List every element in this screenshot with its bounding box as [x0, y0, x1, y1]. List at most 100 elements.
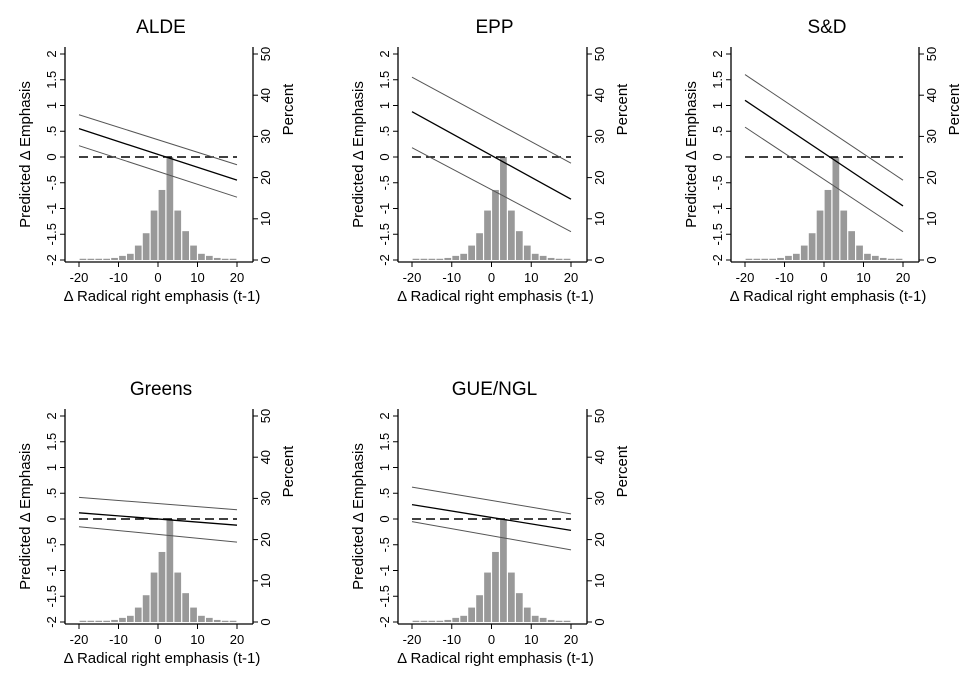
y-tick-label: -1 — [377, 565, 392, 577]
histogram-bar — [87, 258, 95, 260]
histogram-bar — [420, 258, 428, 260]
y-tick-label: -1.5 — [44, 223, 59, 245]
y2-axis-label: Percent — [614, 83, 631, 136]
histogram-bar — [460, 253, 468, 260]
y2-tick-label: 20 — [258, 170, 273, 184]
x-tick-label: -10 — [442, 270, 461, 285]
y2-tick-label: 40 — [258, 88, 273, 102]
x-tick-label: 10 — [856, 270, 870, 285]
x-tick-label: -20 — [70, 270, 89, 285]
y-tick-label: 1.5 — [377, 71, 392, 89]
x-tick-label: 20 — [564, 270, 578, 285]
y-tick-label: 0 — [377, 515, 392, 522]
histogram-bar — [508, 572, 515, 622]
histogram-bar — [87, 620, 95, 622]
histogram-bar — [547, 257, 555, 260]
y2-tick-label: 50 — [592, 47, 607, 61]
y-tick-label: 1 — [377, 102, 392, 109]
histogram-bar — [79, 258, 87, 260]
x-tick-label: 20 — [896, 270, 910, 285]
histogram-bar — [460, 615, 468, 622]
x-tick-label: 0 — [820, 270, 827, 285]
panel-title: Greens — [130, 379, 192, 400]
y-tick-label: 1 — [44, 102, 59, 109]
histogram-bar — [856, 245, 863, 260]
y-tick-label: -1 — [44, 203, 59, 215]
histogram-bar — [452, 255, 460, 260]
histogram-bar — [539, 255, 547, 260]
histogram-bar — [103, 258, 110, 260]
x-axis-label: Δ Radical right emphasis (t-1) — [64, 288, 261, 305]
x-tick-label: 0 — [154, 270, 161, 285]
histogram-bar — [452, 617, 460, 622]
y-tick-label: -1.5 — [377, 223, 392, 245]
panel-title: ALDE — [136, 17, 186, 38]
histogram-bar — [190, 607, 197, 622]
y-tick-label: -2 — [377, 616, 392, 628]
upper-bound-line — [411, 486, 572, 515]
y2-tick-label: 0 — [592, 256, 607, 263]
histogram-bar — [476, 595, 483, 622]
x-tick-label: -10 — [775, 270, 794, 285]
y-tick-label: 1.5 — [377, 433, 392, 451]
histogram-bar — [761, 258, 769, 260]
histogram-bar — [213, 619, 221, 622]
histogram-bar — [142, 233, 150, 260]
x-tick-label: 10 — [524, 632, 538, 647]
y2-tick-label: 30 — [592, 491, 607, 505]
y2-tick-label: 50 — [592, 409, 607, 423]
y-tick-label: 1 — [377, 464, 392, 471]
point-estimate-line — [411, 503, 572, 531]
histogram-bar — [777, 257, 784, 260]
histogram-bar — [198, 253, 205, 260]
y2-tick-label: 30 — [924, 129, 939, 143]
histogram-bar — [79, 620, 87, 622]
histogram-bar — [444, 619, 452, 622]
y-axis-label: Predicted Δ Emphasis — [683, 81, 700, 228]
histogram-bar — [832, 157, 840, 260]
histogram-bar — [190, 245, 197, 260]
y-tick-label: .5 — [710, 126, 725, 137]
histogram-bar — [800, 245, 808, 260]
y-tick-label: -1 — [710, 203, 725, 215]
panel-title: S&D — [807, 17, 846, 38]
histogram-bar — [872, 255, 879, 260]
x-tick-label: -20 — [403, 632, 422, 647]
y-tick-label: -1 — [377, 203, 392, 215]
histogram-bar — [150, 572, 158, 622]
y-tick-label: -.5 — [377, 537, 392, 552]
y2-axis-label: Percent — [280, 445, 297, 498]
upper-bound-line — [78, 496, 238, 511]
y2-tick-label: 0 — [592, 618, 607, 625]
y-tick-label: 0 — [377, 153, 392, 160]
y-tick-label: -1.5 — [710, 223, 725, 245]
y2-tick-label: 20 — [924, 170, 939, 184]
y-tick-label: 1.5 — [710, 71, 725, 89]
y2-tick-label: 10 — [592, 212, 607, 226]
y-tick-label: -2 — [44, 616, 59, 628]
y2-tick-label: 40 — [924, 88, 939, 102]
histogram-bar — [166, 519, 174, 622]
y-tick-label: -1.5 — [377, 585, 392, 607]
histogram-bar — [158, 189, 166, 260]
x-tick-label: -10 — [109, 270, 128, 285]
histogram-bar — [412, 620, 420, 622]
histogram-bar — [500, 519, 507, 622]
y2-tick-label: 0 — [258, 618, 273, 625]
y2-axis-label: Percent — [614, 445, 631, 498]
x-tick-label: 0 — [488, 270, 495, 285]
histogram-bar — [119, 617, 126, 622]
y-tick-label: 2 — [710, 50, 725, 57]
histogram-bar — [769, 258, 776, 260]
histogram-bar — [484, 572, 491, 622]
lower-bound-line — [411, 521, 572, 551]
histogram-bar — [484, 210, 491, 260]
lower-bound-line — [78, 526, 238, 543]
upper-bound-line — [744, 74, 904, 181]
y-tick-label: .5 — [377, 488, 392, 499]
y-tick-label: -.5 — [44, 175, 59, 190]
y2-tick-label: 0 — [924, 256, 939, 263]
histogram-bar — [895, 258, 903, 260]
